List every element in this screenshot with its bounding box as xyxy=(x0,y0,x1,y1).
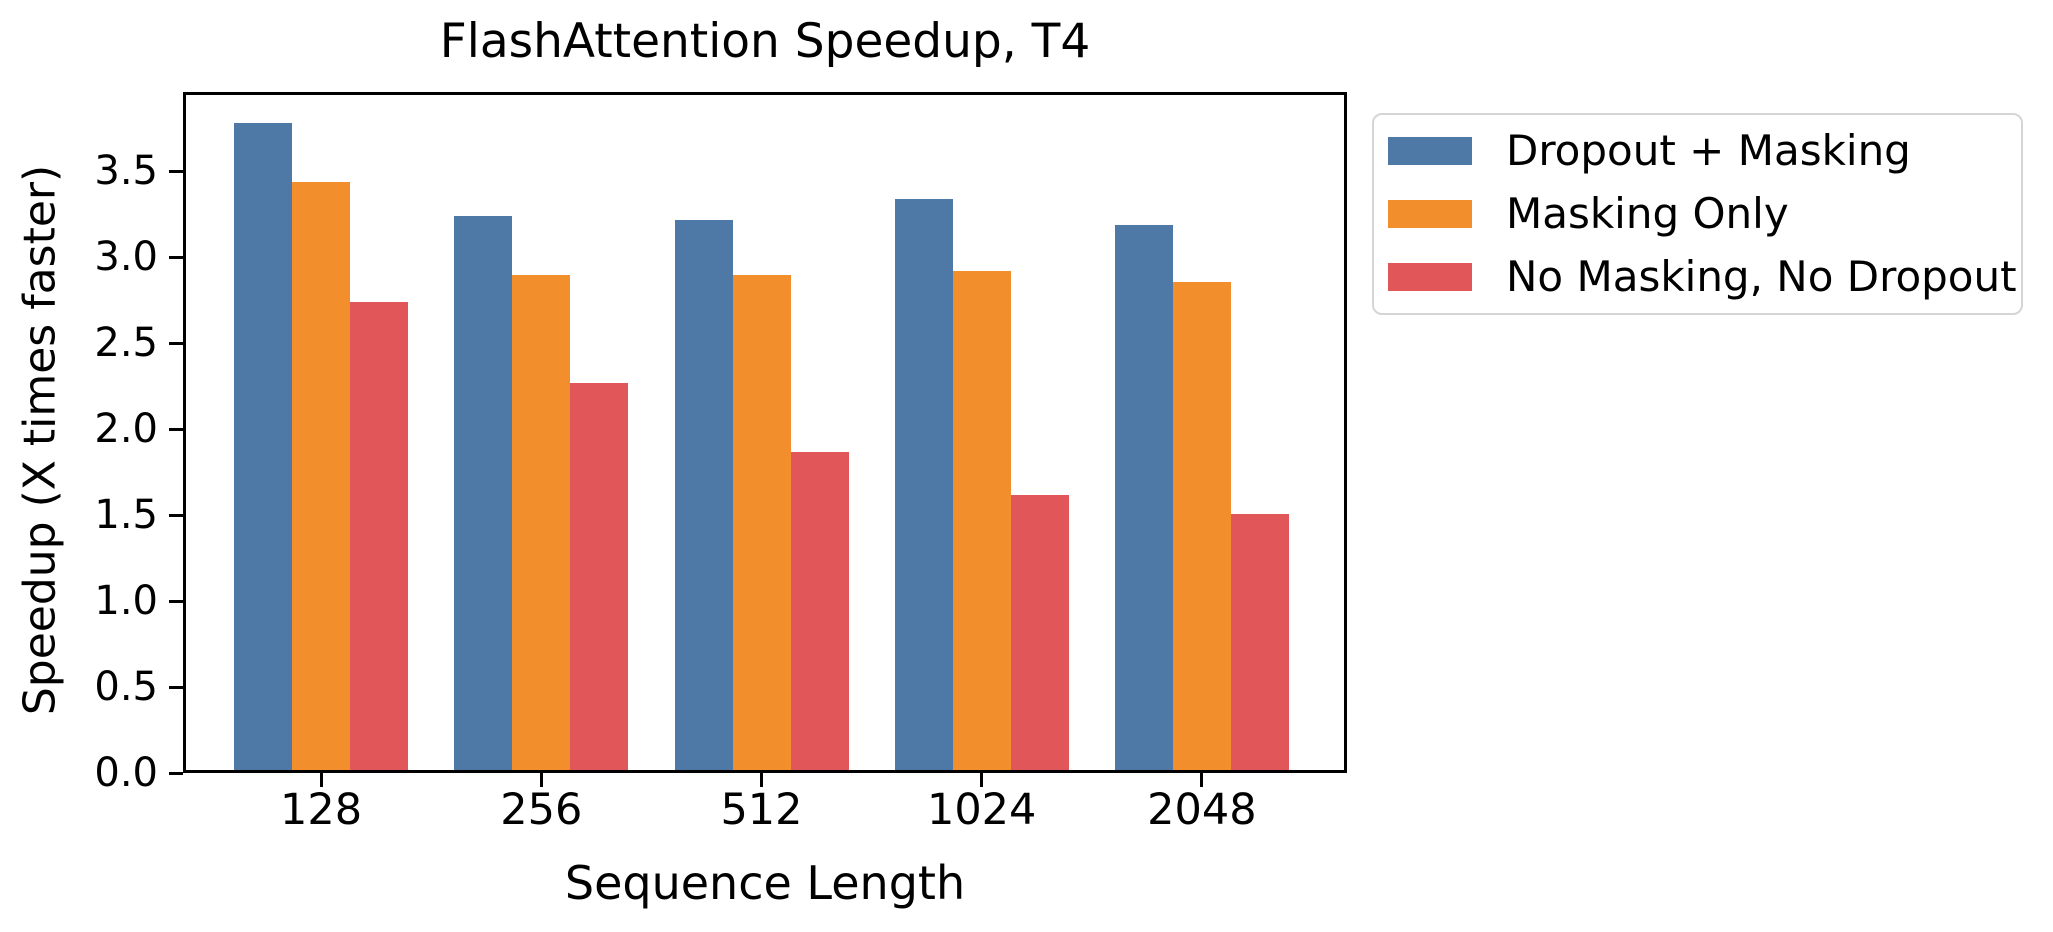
x-tick-label: 256 xyxy=(500,785,583,835)
bar xyxy=(952,271,1011,770)
bar xyxy=(1172,281,1231,770)
x-tick-label: 128 xyxy=(280,785,363,835)
legend-label: No Masking, No Dropout xyxy=(1506,252,2017,301)
x-tick-label: 2048 xyxy=(1147,785,1257,835)
bar xyxy=(234,123,293,770)
y-tick-label: 0.5 xyxy=(94,664,158,710)
bar xyxy=(790,451,849,770)
x-tick-mark xyxy=(980,773,984,787)
y-tick-label: 1.0 xyxy=(94,578,158,625)
y-tick-mark xyxy=(169,599,183,603)
legend-label: Masking Only xyxy=(1506,189,1789,238)
y-tick-label: 3.0 xyxy=(94,234,158,281)
legend-swatch xyxy=(1388,263,1472,291)
y-tick-label: 1.5 xyxy=(94,492,158,539)
y-tick-mark xyxy=(169,169,183,173)
x-tick-mark xyxy=(319,773,323,787)
legend: Dropout + Masking Masking Only No Masking,… xyxy=(1372,113,2023,315)
bar xyxy=(512,274,571,770)
y-tick-mark xyxy=(169,685,183,689)
bar xyxy=(1114,224,1173,770)
x-tick-label: 512 xyxy=(720,785,803,835)
y-tick-mark xyxy=(169,513,183,517)
chart-title: FlashAttention Speedup, T4 xyxy=(439,14,1091,69)
y-tick-label: 0.0 xyxy=(94,750,158,796)
legend-swatch xyxy=(1388,137,1472,165)
legend-item: No Masking, No Dropout xyxy=(1374,246,2021,308)
y-tick-label: 2.5 xyxy=(94,320,158,367)
bar xyxy=(894,199,953,770)
y-tick-mark xyxy=(169,427,183,431)
y-tick-label: 3.5 xyxy=(94,148,158,195)
legend-item: Masking Only xyxy=(1374,183,2021,245)
bar xyxy=(350,302,409,770)
bar xyxy=(292,181,351,770)
plot-area xyxy=(183,92,1347,773)
bar xyxy=(570,383,629,770)
legend-swatch xyxy=(1388,200,1472,228)
x-tick-mark xyxy=(539,773,543,787)
bar xyxy=(1230,513,1289,770)
bar xyxy=(674,219,733,770)
x-tick-mark xyxy=(760,773,763,787)
bar xyxy=(732,274,791,770)
y-tick-mark xyxy=(169,341,183,345)
x-tick-mark xyxy=(1200,773,1204,787)
y-tick-mark xyxy=(169,771,183,775)
legend-item: Dropout + Masking xyxy=(1374,120,2021,182)
bar xyxy=(454,216,513,770)
y-tick-label: 2.0 xyxy=(94,406,158,453)
legend-label: Dropout + Masking xyxy=(1506,126,1911,175)
x-tick-label: 1024 xyxy=(926,785,1037,835)
x-axis-label: Sequence Length xyxy=(564,856,966,910)
y-tick-mark xyxy=(169,255,183,259)
bar xyxy=(1010,494,1069,770)
